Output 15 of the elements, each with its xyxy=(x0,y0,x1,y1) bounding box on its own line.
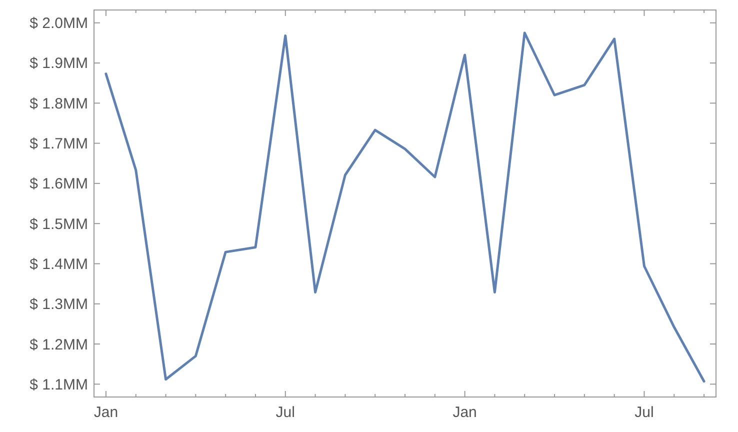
x-tick-label: Jan xyxy=(452,404,477,421)
y-tick-label: $ 1.6MM xyxy=(30,176,88,193)
y-tick-label: $ 1.7MM xyxy=(30,136,88,153)
y-tick-label: $ 1.1MM xyxy=(30,376,88,394)
y-tick-label: $ 1.2MM xyxy=(30,336,88,354)
line-series xyxy=(104,32,706,383)
y-tick-label: $ 1.4MM xyxy=(30,256,88,273)
x-tick-label: Jul xyxy=(276,404,295,421)
y-tick-label: $ 1.9MM xyxy=(30,55,88,72)
y-tick-label: $ 2.0MM xyxy=(30,15,88,32)
x-tick-label: Jan xyxy=(94,404,118,421)
y-tick-label: $ 1.3MM xyxy=(30,296,88,314)
y-tick-label: $ 1.8MM xyxy=(30,95,88,112)
y-tick-label: $ 1.5MM xyxy=(30,216,88,233)
x-tick-label: Jul xyxy=(634,404,654,421)
